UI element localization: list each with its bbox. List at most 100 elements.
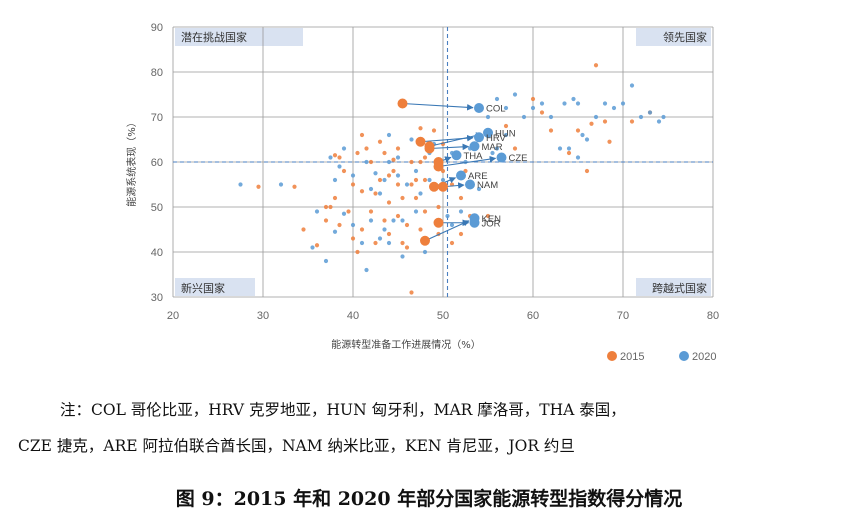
- dot-2020-are: [456, 170, 466, 181]
- dot-2020-jor: [469, 217, 480, 228]
- point-2015: [292, 184, 297, 189]
- point-2015: [400, 195, 405, 201]
- point-2020: [575, 101, 581, 106]
- point-2020: [359, 240, 365, 246]
- point-2020: [377, 191, 383, 196]
- point-2015: [355, 249, 360, 255]
- point-2015: [386, 173, 392, 178]
- point-2015: [377, 139, 383, 144]
- point-2020: [548, 114, 554, 120]
- point-2015: [593, 63, 599, 68]
- point-2020: [521, 114, 527, 120]
- x-tick-labels: 20 30 40 50 60 70 80: [167, 310, 719, 322]
- point-2020: [391, 218, 396, 223]
- point-2015: [256, 184, 261, 189]
- series-2020-points: [238, 83, 666, 273]
- point-2020: [566, 146, 572, 151]
- point-2020: [647, 110, 653, 115]
- point-2020: [314, 209, 320, 214]
- legend: 2015 2020: [607, 351, 716, 363]
- dot-2020-hrv: [474, 132, 484, 143]
- figure-caption: 图 9：2015 年和 2020 年部分国家能源转型指数得分情况: [175, 488, 683, 510]
- x-tick-label: 40: [347, 310, 359, 322]
- quadrant-backgrounds: [175, 28, 711, 296]
- point-2015: [350, 182, 356, 187]
- point-2015: [359, 132, 365, 138]
- point-2020: [539, 101, 545, 106]
- point-2020: [620, 101, 626, 106]
- dot-2020-mar: [469, 141, 480, 152]
- point-2015: [422, 177, 428, 183]
- label-hrv: HRV: [486, 133, 507, 144]
- point-2020: [395, 155, 401, 160]
- point-2020: [562, 101, 567, 106]
- point-2015: [391, 168, 396, 174]
- point-2020: [557, 146, 563, 151]
- point-2015: [418, 159, 423, 165]
- highlight-dots: [397, 98, 507, 246]
- point-2020: [368, 218, 374, 223]
- point-2020: [584, 137, 590, 142]
- label-ken: KEN: [482, 214, 502, 225]
- point-2020: [238, 182, 243, 187]
- point-2020: [476, 186, 482, 192]
- point-2015: [575, 128, 581, 133]
- point-2015: [332, 153, 338, 158]
- series-2015-points: [256, 63, 653, 295]
- point-2015: [413, 177, 419, 183]
- dot-2015-hrv: [415, 136, 426, 147]
- dot-2015-ken: [420, 235, 430, 246]
- point-2020: [386, 132, 392, 138]
- point-2020: [332, 229, 338, 234]
- label-tha: THA: [464, 151, 484, 162]
- point-2020: [485, 114, 491, 120]
- x-tick-label: 70: [617, 310, 629, 322]
- dot-2015-jor: [433, 217, 444, 228]
- point-2020: [400, 218, 405, 223]
- point-2020: [638, 114, 644, 120]
- point-2015: [382, 150, 387, 156]
- point-2020: [409, 137, 414, 142]
- point-2015: [337, 155, 342, 160]
- y-tick-label: 50: [151, 202, 163, 214]
- y-tick-label: 60: [151, 157, 163, 169]
- y-axis-label: 能源系统表现（%）: [125, 117, 138, 207]
- point-2015: [368, 159, 374, 165]
- point-2015: [368, 209, 374, 214]
- point-2015: [350, 236, 356, 241]
- point-2015: [413, 195, 419, 201]
- point-2020: [530, 105, 536, 111]
- label-hun: HUN: [495, 128, 516, 139]
- point-2020: [512, 92, 518, 97]
- arrow-cze: [438, 155, 497, 168]
- point-2020: [571, 96, 576, 102]
- dot-2020-tha: [451, 150, 462, 161]
- y-tick-labels: 30 40 50 60 70 80 90: [151, 22, 163, 304]
- quadrant-bg-bottom-right: [636, 278, 711, 296]
- point-2015: [418, 126, 423, 131]
- legend-2020-label: 2020: [692, 351, 716, 363]
- point-2020: [503, 105, 509, 111]
- point-2015: [485, 213, 491, 219]
- point-2015: [386, 231, 392, 237]
- point-2020: [449, 222, 455, 228]
- point-2020: [332, 177, 338, 183]
- note-line-1: 注：COL 哥伦比亚，HRV 克罗地亚，HUN 匈牙利，MAR 摩洛哥，THA …: [60, 401, 626, 419]
- point-2020: [400, 254, 405, 259]
- dot-2020-cze: [496, 152, 507, 163]
- x-axis-label: 能源转型准备工作进展情况（%）: [331, 338, 481, 351]
- point-2015: [332, 195, 338, 201]
- dot-2020-col: [474, 103, 484, 113]
- point-2015: [436, 204, 441, 210]
- dot-2015-are: [429, 181, 439, 192]
- point-2020: [629, 83, 635, 88]
- point-2020: [341, 211, 347, 216]
- point-2020: [373, 171, 378, 176]
- point-2020: [337, 164, 342, 169]
- dot-2020-nam: [465, 179, 475, 190]
- point-2015: [400, 240, 405, 246]
- dot-2015-cze: [433, 161, 444, 172]
- point-2020: [382, 177, 387, 183]
